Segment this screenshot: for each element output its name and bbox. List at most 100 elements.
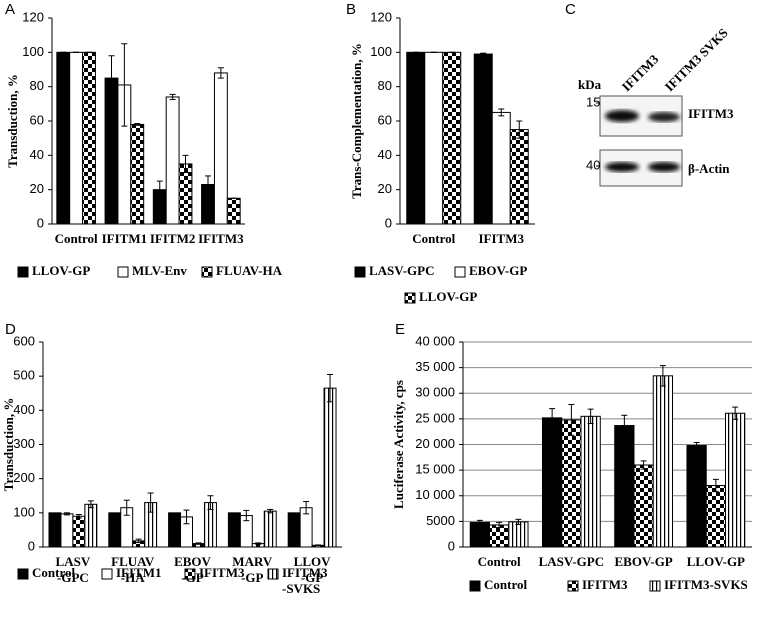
y-tick-label: 80 [378,78,392,93]
legend-label: LLOV-GP [32,263,90,278]
y-tick-label: 0 [37,215,44,230]
y-tick-label: 200 [13,470,35,485]
legend-swatch [17,568,29,580]
bar [633,464,654,548]
x-tick-label: LLOV-GP [687,554,745,569]
y-tick-label: 400 [13,402,35,417]
x-tick-label: Control [412,231,455,246]
y-tick-label: 40 [378,147,392,162]
bar [287,512,301,548]
panel-letter: D [5,321,16,338]
panel-letter: C [565,1,576,18]
y-tick-label: 40 [30,147,44,162]
y-tick-label: 80 [30,78,44,93]
legend-swatch [117,266,129,278]
bar [652,375,674,548]
bar [424,51,444,225]
y-tick-label: 600 [13,333,35,348]
bar [614,425,635,548]
bar [508,521,529,548]
x-tick-label: Control [55,231,98,246]
legend-swatch [354,266,366,278]
y-tick-label: 15 000 [415,462,455,477]
x-tick-label: EBOV-GP [614,554,672,569]
bar [561,419,582,548]
y-tick-label: 35 000 [415,359,455,374]
legend-swatch [567,580,579,592]
legend-swatch [469,580,481,592]
x-tick-label: LLOV-GP [294,554,331,585]
bar [48,512,62,548]
x-tick-label: LASV-GPC [56,554,91,585]
bar [227,512,241,548]
legend-label: LLOV-GP [419,289,477,304]
y-tick-label: 100 [13,504,35,519]
y-tick-label: 40 000 [415,333,455,348]
x-tick-label: Control [478,554,521,569]
bar [705,485,727,548]
legend-swatch [267,568,279,580]
y-tick-label: 20 000 [415,436,455,451]
legend-label: FLUAV-HA [216,263,283,278]
x-tick-label: IFITM3 [198,231,244,246]
bar [725,412,746,548]
x-tick-label: LASV-GPC [539,554,604,569]
y-tick-label: 100 [22,44,44,59]
panel-letter: A [5,1,15,18]
band [648,162,680,172]
bar [69,51,84,225]
bar [442,51,462,225]
legend-label: MLV-Env [132,263,187,278]
legend-swatch [184,568,196,580]
blot-panel: C kDa IFITM3 IFITM3 SVKS 15 40 IFITM3 β-… [565,1,734,187]
x-tick-label: FLUAV -HA [111,554,155,585]
legend-label: IFITM3-SVKS [664,577,748,592]
y-tick-label: 30 000 [415,385,455,400]
bar [108,512,122,548]
marker-label: 15 [586,94,600,109]
y-tick-label: 0 [448,538,455,553]
bar [406,51,426,225]
bar [168,512,182,548]
marker-label: 40 [586,157,600,172]
bar [323,387,337,548]
x-tick-label: IFITM2 [150,231,196,246]
bar [60,513,74,548]
bar [130,123,145,225]
x-tick-label: IFITM1 [102,231,148,246]
y-axis-label: Transduction, % [5,74,20,168]
bar [82,51,96,225]
lane-label: IFITM3 [619,51,662,94]
y-tick-label: 0 [385,215,392,230]
legend-label: Control [484,577,527,592]
bar [686,445,707,548]
legend-label: EBOV-GP [469,263,527,278]
bar [509,129,529,225]
bar [491,111,511,225]
bar [84,503,98,548]
lane-label: IFITM3 SVKS [662,25,731,94]
y-tick-label: 25 000 [415,410,455,425]
bar [469,521,490,548]
legend-swatch [201,266,213,278]
y-tick-label: 120 [370,9,392,24]
legend-label: IFITM3 [199,565,245,580]
legend-label: IFITM3 [582,577,628,592]
legend-label: LASV-GPC [369,263,434,278]
y-tick-label: 300 [13,436,35,451]
y-axis-label: Trans-Complementation, % [349,43,364,199]
y-tick-label: 500 [13,368,35,383]
bar [56,51,71,225]
y-tick-label: 5000 [426,513,455,528]
bar [263,510,277,548]
y-tick-label: 10 000 [415,487,455,502]
y-tick-label: 20 [30,181,44,196]
y-tick-label: 120 [22,9,44,24]
y-tick-label: 60 [378,112,392,127]
band-label: IFITM3 [688,106,734,121]
legend-label: Control [32,565,75,580]
bar [473,53,493,225]
y-tick-label: 20 [378,181,392,196]
bar [165,96,180,225]
